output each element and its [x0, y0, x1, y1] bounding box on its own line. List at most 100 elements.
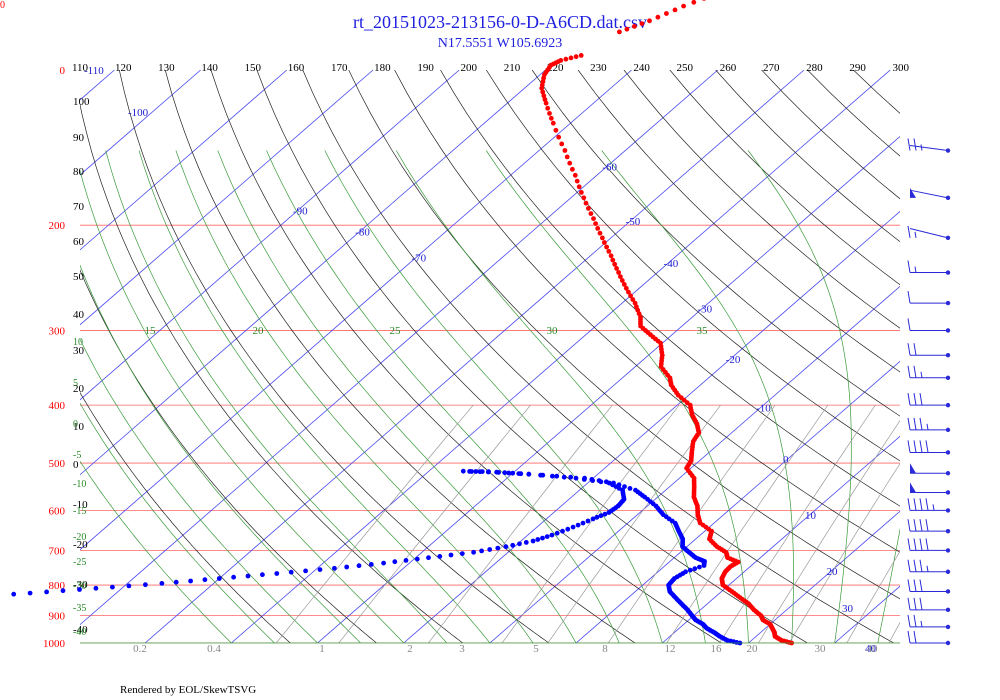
top-axis-label: 300 [893, 62, 910, 74]
wind-barb-full [913, 630, 917, 644]
wind-barb-full [907, 365, 911, 378]
data-point [568, 55, 574, 61]
series-temperature [539, 53, 794, 646]
isotherm-line [80, 70, 201, 176]
dry-adiabat-line [807, 70, 900, 157]
data-point [303, 568, 308, 574]
data-point [623, 285, 629, 291]
wind-barb-full [913, 519, 917, 532]
data-point [606, 510, 612, 515]
mixing-ratio-line [788, 463, 900, 643]
mixing-ratio-label: 12 [665, 643, 676, 655]
data-point [563, 56, 569, 62]
moist-adiabat-line [485, 150, 749, 643]
wind-station-dot [945, 508, 951, 513]
wind-barb-full [913, 365, 917, 378]
data-point [664, 11, 669, 16]
dry-adiabat-line [914, 0, 1000, 643]
dry-adiabat-line [952, 0, 1000, 643]
dry-adiabat-line [394, 70, 900, 553]
top-axis-label: 260 [720, 62, 737, 74]
data-point [530, 538, 536, 544]
data-point [173, 579, 179, 585]
mixing-ratio-line [338, 404, 531, 643]
mixing-ratio-label: 16 [711, 643, 723, 655]
wind-barb-full [919, 597, 923, 610]
wind-barb-full [907, 519, 911, 532]
data-point [467, 469, 472, 474]
wind-barb [909, 227, 949, 239]
wind-barb-full [907, 225, 911, 238]
data-point [332, 565, 337, 571]
mixing-ratio-line [719, 404, 876, 643]
data-point [448, 552, 454, 558]
data-point [604, 244, 609, 250]
dry-adiabat-line [531, 70, 900, 417]
wind-barb [909, 145, 949, 152]
wind-station-dot [945, 490, 951, 495]
wind-barb-full [907, 498, 911, 511]
data-point [538, 472, 543, 478]
data-point [560, 528, 565, 534]
dry-adiabat-label: 30 [73, 345, 85, 357]
isotherm-label: -60 [602, 161, 617, 173]
moist-adiabat-line [80, 402, 275, 643]
isotherm-line [80, 70, 288, 251]
wind-barb-half [920, 620, 923, 628]
wind-barb-full [913, 440, 917, 453]
data-point [593, 221, 598, 227]
data-point [540, 89, 546, 95]
data-point [672, 7, 678, 13]
data-point [543, 100, 549, 106]
isotherm-line [80, 70, 719, 626]
moist-adiabat-line [877, 527, 900, 643]
wind-barbs [907, 138, 951, 646]
data-point [356, 563, 362, 569]
wind-barb-full [913, 614, 917, 628]
wind-barb-full [913, 417, 917, 430]
dry-adiabat-line [80, 269, 377, 643]
moist-adiabat-line [138, 150, 491, 643]
data-point [554, 530, 560, 536]
top-axis-label: 160 [288, 62, 305, 74]
dry-adiabat-line [798, 0, 1000, 643]
dry-adiabat-line [875, 0, 1000, 643]
data-point [110, 584, 115, 590]
mixing-ratio-line [428, 404, 613, 643]
isotherm-label: -30 [698, 304, 713, 316]
wind-station-dot [945, 148, 951, 153]
isotherm-line [80, 70, 632, 551]
top-axis-label: 150 [245, 62, 262, 74]
data-point [570, 166, 575, 172]
mixing-ratio-line [888, 621, 900, 643]
isotherm-line [80, 70, 374, 326]
moist-adiabat-line [175, 150, 534, 643]
dry-adiabat-line [836, 0, 1000, 643]
data-point [188, 578, 194, 584]
top-axis-label: 140 [201, 62, 218, 74]
data-point [562, 148, 568, 153]
wind-station-dot [945, 471, 951, 476]
wind-barb-full [907, 630, 911, 644]
data-point [681, 3, 686, 9]
dry-adiabat-line [898, 70, 900, 72]
data-point [317, 567, 323, 572]
data-point [549, 532, 555, 538]
moist-adiabat-line [80, 264, 361, 643]
pressure-label: 900 [49, 611, 66, 623]
data-point [622, 484, 627, 489]
moist-adiabat-line [80, 169, 404, 643]
mixing-ratio-line [607, 404, 776, 643]
data-point [586, 206, 591, 211]
data-point [403, 558, 409, 563]
data-point [486, 469, 491, 475]
isotherm-label: 20 [827, 566, 839, 578]
data-point [616, 270, 621, 275]
data-point [600, 235, 605, 241]
data-point [606, 249, 612, 254]
data-point [687, 567, 693, 573]
data-point [570, 524, 576, 530]
data-point [581, 477, 587, 482]
dry-adiabat-line [80, 102, 463, 643]
top-axis-label: 120 [115, 62, 132, 74]
